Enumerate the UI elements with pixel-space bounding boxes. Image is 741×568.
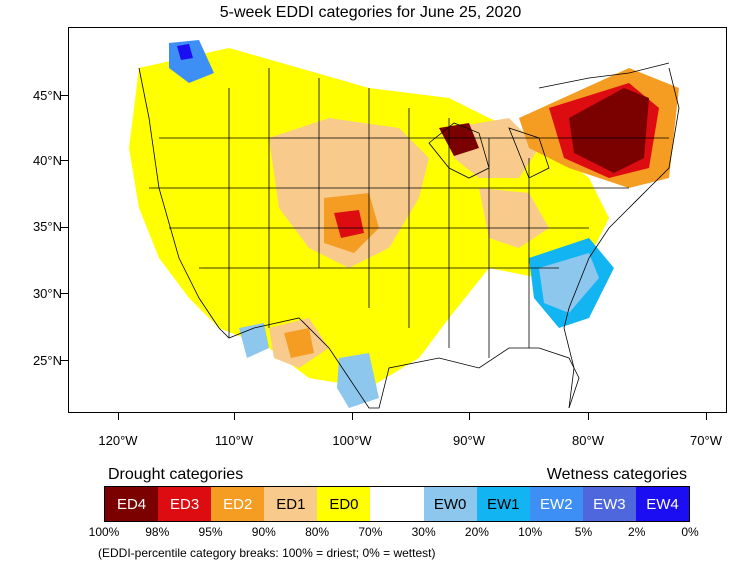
ed1-midwest-region (479, 188, 549, 248)
lat-tick (60, 95, 68, 96)
legend-swatch-ed3: ED3 (158, 487, 212, 521)
legend-swatch-ew0: EW0 (423, 487, 477, 521)
legend-footnote: (EDDI-percentile category breaks: 100% =… (98, 546, 436, 560)
lon-label-120w: 120°W (98, 433, 138, 448)
legend-swatch-ew4: EW4 (635, 487, 690, 521)
lon-tick (706, 413, 707, 420)
ed1-plains-region (269, 118, 429, 268)
lat-tick (60, 160, 68, 161)
legend-percentile-label: 95% (198, 525, 223, 539)
lon-label-100w: 100°W (332, 433, 372, 448)
ew4-pacific-northwest (177, 44, 193, 60)
legend-percentile-label: 2% (628, 525, 646, 539)
lat-tick (60, 227, 68, 228)
legend-swatch-ed2: ED2 (211, 487, 265, 521)
legend-percentile-label: 70% (358, 525, 383, 539)
chart-title: 5-week EDDI categories for June 25, 2020 (219, 4, 522, 21)
ew0-south-texas (337, 353, 379, 408)
legend-percentile-label: 100% (88, 525, 120, 539)
political-boundaries (138, 62, 680, 409)
ew0-arizona (239, 323, 269, 358)
lat-label-45n: 45°N (32, 88, 62, 103)
legend-percentile-label: 0% (681, 525, 699, 539)
lon-label-80w: 80°W (572, 433, 604, 448)
map-frame (68, 27, 727, 413)
ed4-northeast-region (569, 88, 649, 173)
legend-swatch-neutral (370, 487, 424, 521)
lat-label-30n: 30°N (32, 286, 62, 301)
lat-tick (60, 360, 68, 361)
ed2-texas-region (284, 328, 314, 358)
legend-percentile-label: 98% (145, 525, 170, 539)
legend-swatch-ew1: EW1 (476, 487, 530, 521)
legend-percentile-label: 30% (411, 525, 436, 539)
legend-wetness-title: Wetness categories (546, 466, 687, 483)
ed3-kansas-region (334, 210, 364, 238)
lon-tick (352, 413, 353, 420)
lon-label-90w: 90°W (453, 433, 485, 448)
lon-tick (118, 413, 119, 420)
legend-color-bar: ED4 ED3 ED2 ED1 ED0 EW0 EW1 EW2 EW3 EW4 (104, 486, 690, 522)
legend-swatch-ed0: ED0 (317, 487, 371, 521)
lon-label-110w: 110°W (214, 433, 254, 448)
legend-percentile-label: 10% (518, 525, 543, 539)
lat-label-40n: 40°N (32, 153, 62, 168)
lon-label-70w: 70°W (690, 433, 722, 448)
legend-swatch-ed4: ED4 (105, 487, 159, 521)
legend-drought-title: Drought categories (108, 466, 244, 483)
lon-tick (234, 413, 235, 420)
legend-percentile-label: 80% (305, 525, 330, 539)
lon-tick (588, 413, 589, 420)
legend-swatch-ew3: EW3 (582, 487, 636, 521)
legend-swatch-ed1: ED1 (264, 487, 318, 521)
lat-tick (60, 293, 68, 294)
lat-label-35n: 35°N (32, 219, 62, 234)
eddi-map (129, 40, 680, 409)
legend-percentile-label: 90% (251, 525, 276, 539)
legend-percentile-label: 5% (574, 525, 593, 539)
lon-tick (469, 413, 470, 420)
lat-label-25n: 25°N (32, 353, 62, 368)
legend-percentile-label: 20% (464, 525, 489, 539)
legend-swatch-ew2: EW2 (529, 487, 583, 521)
